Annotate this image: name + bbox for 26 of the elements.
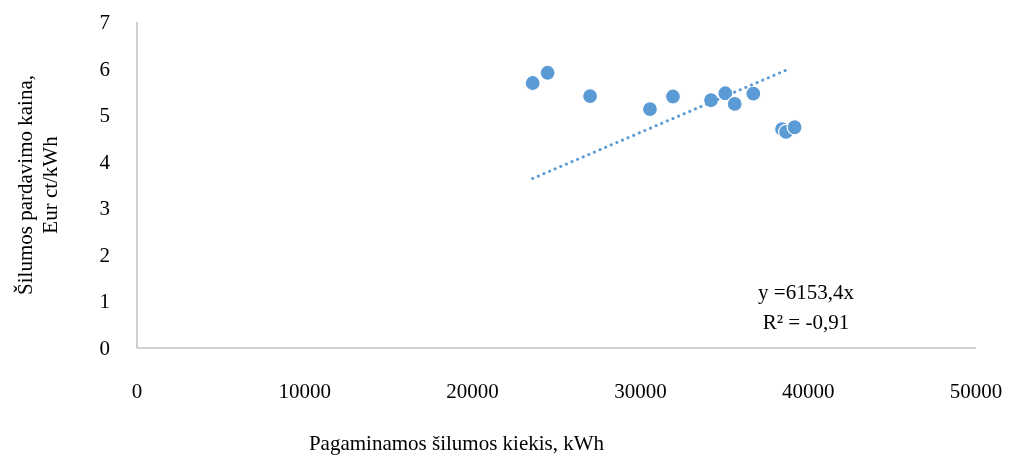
y-tick-label: 6	[99, 56, 110, 81]
x-tick-label: 0	[131, 379, 143, 403]
point	[726, 95, 743, 113]
y-tick-label: 0	[99, 336, 110, 360]
point	[641, 100, 659, 118]
x-tick-label: 20000	[446, 379, 499, 403]
x-tick-label: 50000	[949, 379, 1003, 403]
y-tick-label: 7	[99, 10, 110, 34]
point	[664, 88, 682, 105]
point	[539, 64, 556, 81]
y-tick-label: 4	[99, 149, 111, 174]
point	[581, 87, 599, 105]
point	[786, 119, 803, 136]
y-tick-label: 1	[99, 289, 110, 314]
x-tick-label: 30000	[614, 379, 667, 403]
point	[745, 85, 762, 102]
y-tick-label: 2	[99, 242, 110, 267]
y-tick-label: 5	[99, 103, 110, 128]
annotation: y =6153,4x	[758, 280, 855, 304]
x-tick-label: 40000	[781, 379, 835, 403]
y-tick-label: 3	[99, 196, 110, 221]
y-axis-title: Šilumos pardavimo kaina, Eur ct/kWh	[13, 75, 62, 295]
x-axis-title: Pagaminamos šilumos kiekis, kWh	[308, 431, 605, 455]
x-tick-label: 10000	[278, 379, 332, 403]
annotation: R² = -0,91	[762, 310, 850, 334]
point	[524, 74, 541, 92]
